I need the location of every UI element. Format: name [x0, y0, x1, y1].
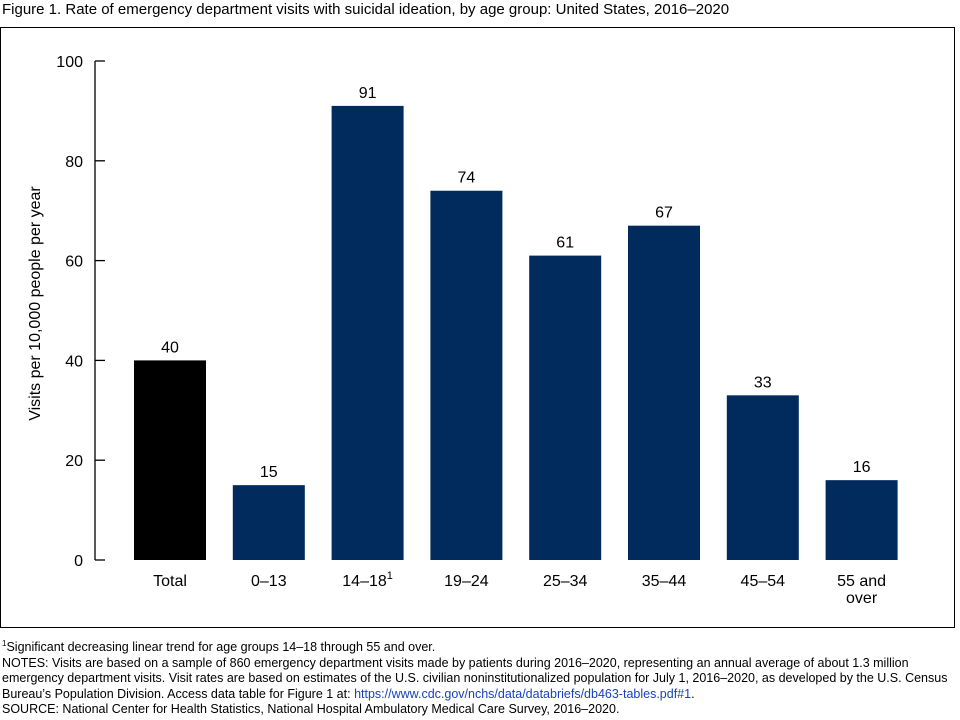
- data-label: 91: [359, 85, 377, 102]
- category-label: 35–44: [642, 573, 687, 590]
- chart-frame: [0, 27, 955, 628]
- notes-text: NOTES: Visits are based on a sample of 8…: [2, 656, 954, 703]
- data-table-link[interactable]: https://www.cdc.gov/nchs/data/databriefs…: [354, 686, 692, 701]
- y-tick-label: 80: [65, 154, 83, 171]
- y-tick-label: 40: [65, 353, 83, 370]
- y-tick-label: 20: [65, 453, 83, 470]
- y-tick-label: 100: [56, 54, 83, 71]
- category-label: 19–24: [444, 573, 489, 590]
- source-text: SOURCE: National Center for Health Stati…: [2, 702, 620, 716]
- category-label: 45–54: [741, 573, 786, 590]
- data-label: 67: [655, 205, 673, 222]
- category-label: Total: [153, 573, 187, 590]
- data-label: 16: [853, 459, 871, 476]
- notes-end: .: [691, 686, 695, 701]
- bar-chart: 0 20 40 60 80 100 Visits per 10,000 people per…: [27, 54, 898, 607]
- y-tick-label: 0: [74, 553, 83, 570]
- category-label: 0–13: [251, 573, 287, 590]
- bar-5: [628, 225, 700, 561]
- bar-3: [430, 190, 503, 561]
- category-label: 55 and over: [837, 573, 886, 607]
- footnote-marker: 1: [2, 638, 7, 648]
- category-label: 25–34: [543, 573, 588, 590]
- bar-1: [232, 485, 305, 560]
- bar-0: [134, 360, 206, 560]
- figure-title: Figure 1. Rate of emergency department v…: [2, 1, 730, 18]
- bar-7: [825, 480, 898, 560]
- data-label: 15: [260, 464, 278, 481]
- data-label: 61: [556, 235, 574, 252]
- category-label: 14–181: [342, 570, 393, 590]
- y-tick-label: 60: [65, 254, 83, 271]
- data-label: 33: [754, 374, 772, 391]
- data-label: 74: [458, 170, 476, 187]
- bar-6: [726, 395, 799, 560]
- notes-section: 1Significant decreasing linear trend for…: [2, 638, 954, 718]
- y-axis-title: Visits per 10,000 people per year: [27, 186, 44, 421]
- bar-2: [331, 105, 404, 560]
- notes-body: NOTES: Visits are based on a sample of 8…: [2, 655, 948, 701]
- bar-4: [529, 255, 602, 561]
- footnote: 1Significant decreasing linear trend for…: [2, 638, 954, 656]
- footnote-text: Significant decreasing linear trend for …: [6, 640, 436, 654]
- data-label: 40: [161, 339, 179, 356]
